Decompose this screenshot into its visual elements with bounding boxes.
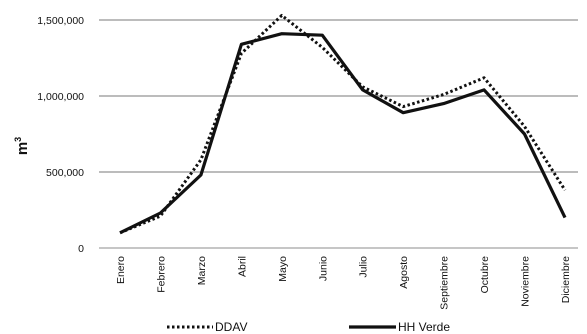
series-lines xyxy=(119,13,567,235)
legend: DDAV HH Verde xyxy=(167,320,450,334)
x-tick-label: Noviembre xyxy=(520,256,532,307)
x-tick-label: Marzo xyxy=(196,256,208,285)
y-axis-label: m3 xyxy=(13,137,31,155)
x-tick-labels: Enero Febrero Marzo Abril Mayo Junio Julio Agos… xyxy=(115,256,572,310)
x-tick-label: Agosto xyxy=(398,256,410,289)
y-tick-label: 1,500,000 xyxy=(37,15,84,27)
y-axis-label-main: m xyxy=(14,142,31,155)
x-tick-label: Octubre xyxy=(479,256,491,294)
x-tick-label: Enero xyxy=(115,256,127,284)
gridlines xyxy=(99,19,578,249)
x-tick-label: Diciembre xyxy=(560,256,572,303)
x-tick-label: Junio xyxy=(317,256,329,281)
x-tick-label: Abril xyxy=(236,256,248,277)
x-tick-label: Septiembre xyxy=(439,256,451,310)
x-tick-label: Febrero xyxy=(155,256,167,293)
y-axis-label-superscript: 3 xyxy=(13,137,23,142)
x-tick-label: Mayo xyxy=(277,256,289,282)
y-tick-label: 1,000,000 xyxy=(37,91,84,103)
series-line-hh-verde xyxy=(119,32,567,235)
series-line-ddav xyxy=(119,13,567,235)
legend-label-ddav: DDAV xyxy=(215,320,247,334)
legend-label-hh-verde: HH Verde xyxy=(398,320,450,334)
y-tick-label: 0 xyxy=(78,243,84,255)
y-tick-labels: 0 500,000 1,000,000 1,500,000 xyxy=(37,15,84,255)
y-tick-label: 500,000 xyxy=(46,167,84,179)
x-tick-label: Julio xyxy=(358,256,370,278)
